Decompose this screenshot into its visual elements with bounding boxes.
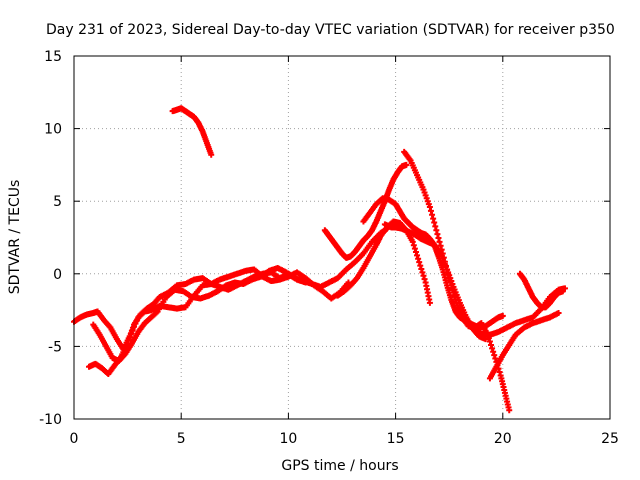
data-point <box>403 161 410 168</box>
data-point <box>129 324 136 331</box>
data-point <box>429 211 436 218</box>
axis-ticks: 0 5 10 15 20 25 -10 -5 0 5 10 15 <box>39 49 619 447</box>
data-point <box>482 336 489 343</box>
data-point <box>506 407 513 414</box>
data-point <box>426 204 433 211</box>
data-point <box>414 252 421 259</box>
y-tick-label: -10 <box>39 412 62 428</box>
data-point <box>420 272 427 279</box>
data-point <box>418 265 425 272</box>
data-point <box>435 234 442 241</box>
data-point <box>208 151 215 158</box>
series-s4 <box>169 105 215 158</box>
data-point <box>437 242 444 249</box>
series-s12 <box>516 270 566 311</box>
data-point <box>436 238 443 245</box>
data-points <box>71 105 568 414</box>
data-point <box>489 345 496 352</box>
data-point <box>430 215 437 222</box>
x-axis-label: GPS time / hours <box>281 458 398 474</box>
data-point <box>496 369 503 376</box>
y-tick-label: 10 <box>44 122 62 138</box>
data-point <box>409 238 416 245</box>
y-tick-label: 0 <box>53 267 62 283</box>
x-tick-label: 0 <box>70 431 79 447</box>
y-tick-label: 15 <box>44 49 62 65</box>
data-point <box>127 331 134 338</box>
x-tick-label: 10 <box>279 431 297 447</box>
data-point <box>125 337 132 344</box>
data-point <box>128 327 135 334</box>
x-tick-label: 20 <box>494 431 512 447</box>
chart-title: Day 231 of 2023, Sidereal Day-to-day VTE… <box>46 22 615 38</box>
series-s9 <box>381 221 489 343</box>
y-tick-label: 5 <box>53 194 62 210</box>
plot-frame <box>73 55 611 420</box>
series-s10 <box>452 285 568 338</box>
data-point <box>427 207 434 214</box>
data-point <box>417 262 424 269</box>
data-point <box>486 338 493 345</box>
series-s11 <box>486 310 562 382</box>
data-point <box>492 355 499 362</box>
data-point <box>412 249 419 256</box>
data-point <box>434 231 441 238</box>
y-tick-label: -5 <box>48 339 62 355</box>
data-point <box>491 352 498 359</box>
data-point <box>555 310 562 317</box>
data-point <box>126 334 133 341</box>
x-tick-label: 5 <box>177 431 186 447</box>
data-point <box>419 269 426 276</box>
data-point <box>432 223 439 230</box>
data-point <box>431 219 438 226</box>
data-point <box>411 245 418 252</box>
x-tick-label: 15 <box>387 431 405 447</box>
data-point <box>426 299 433 306</box>
data-point <box>433 227 440 234</box>
data-point <box>410 242 417 249</box>
data-point <box>488 341 495 348</box>
data-point <box>499 312 506 319</box>
data-point <box>559 288 566 295</box>
data-point <box>490 348 497 355</box>
x-tick-label: 25 <box>601 431 619 447</box>
y-axis-label: SDTVAR / TECUs <box>7 180 23 295</box>
data-point <box>415 255 422 262</box>
data-point <box>421 276 428 283</box>
data-point <box>416 259 423 266</box>
